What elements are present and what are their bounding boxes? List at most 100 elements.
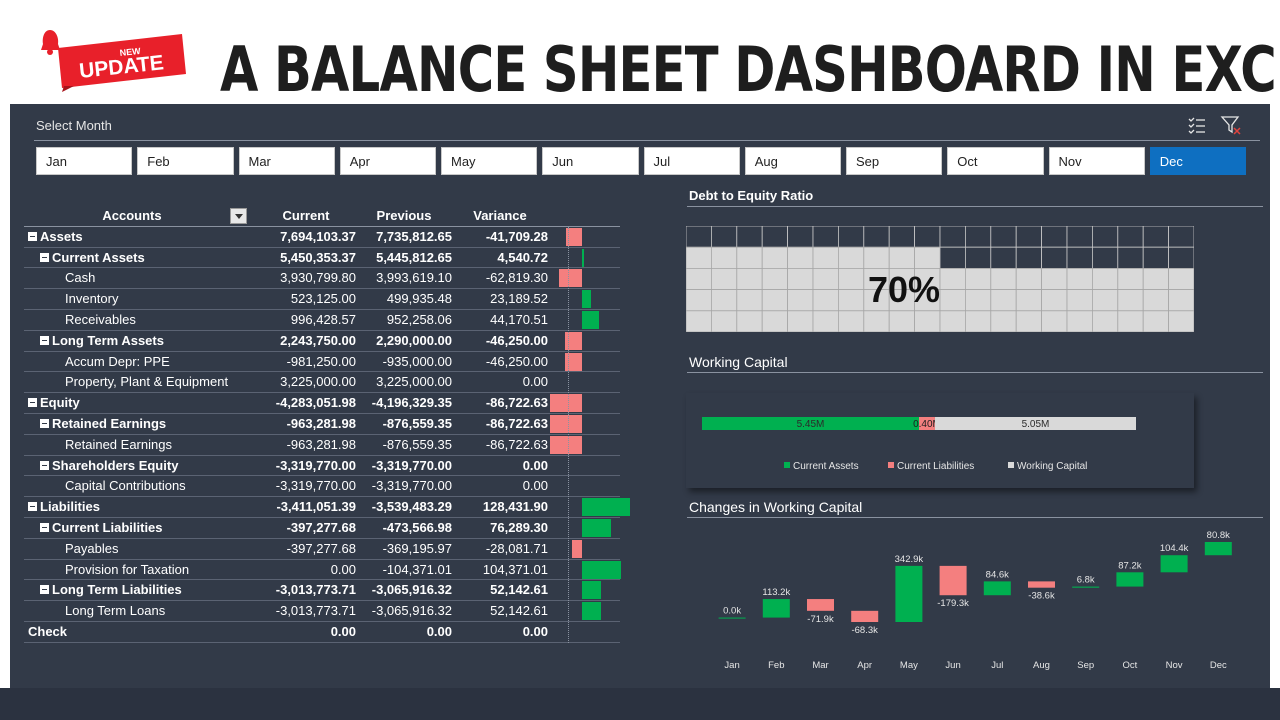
table-row[interactable]: Retained Earnings -963,281.98 -876,559.35 -…: [24, 435, 620, 456]
waffle-cell-filled: [686, 268, 712, 291]
waffle-cell-empty: [686, 226, 712, 248]
variance-value-cell: 104,371.01: [482, 561, 548, 577]
slicer-divider: [34, 140, 1260, 141]
debt-equity-ratio-value: 70%: [868, 269, 940, 310]
variance-value-cell: 76,289.30: [490, 519, 548, 535]
debt-equity-title: Debt to Equity Ratio: [689, 188, 814, 203]
waffle-cell-filled: [1142, 289, 1170, 312]
previous-value-cell: -3,065,916.32: [371, 603, 452, 619]
waffle-cell-empty: [1041, 226, 1068, 248]
working-capital-bar-current-assets: [702, 417, 919, 430]
waterfall-increase-bar: [1116, 572, 1144, 587]
table-row[interactable]: Long Term Liabilities -3,013,773.71 -3,065…: [24, 580, 620, 602]
account-label: Long Term Loans: [65, 603, 166, 619]
waffle-cell-filled: [787, 289, 814, 312]
month-button-sep[interactable]: Sep: [846, 147, 943, 175]
month-button-jun[interactable]: Jun: [542, 147, 639, 175]
waffle-cell-empty: [888, 226, 915, 248]
month-button-dec[interactable]: Dec: [1149, 147, 1246, 175]
collapse-toggle-icon[interactable]: [28, 231, 37, 241]
table-row[interactable]: Check 0.00 0.00 0.00: [24, 622, 620, 643]
changes-working-capital-chart: 0.0k Jan 113.2k Feb -71.9k Mar -68.3k Apr 342.9k…: [718, 530, 1232, 671]
collapse-toggle-icon[interactable]: [40, 460, 49, 470]
current-value-cell: 996,428.57: [290, 311, 356, 327]
month-button-nov[interactable]: Nov: [1048, 147, 1145, 175]
table-row[interactable]: Cash 3,930,799.80 3,993,619.10 -62,819.30: [24, 268, 620, 290]
account-label: Retained Earnings: [52, 415, 167, 431]
table-row[interactable]: Retained Earnings -963,281.98 -876,559.35 -…: [24, 414, 620, 435]
month-button-may[interactable]: May: [441, 147, 538, 175]
accounts-filter-dropdown-icon[interactable]: [230, 208, 247, 224]
account-label: Property, Plant & Equipment: [65, 374, 229, 390]
variance-value-cell: 52,142.61: [490, 582, 548, 598]
waterfall-data-label: 0.0k: [723, 606, 741, 617]
account-label: Cash: [65, 270, 96, 286]
account-label: Long Term Assets: [52, 332, 164, 348]
waffle-cell-empty: [1142, 226, 1170, 248]
previous-value-cell: -3,065,916.32: [371, 582, 452, 598]
table-row[interactable]: Current Assets 5,450,353.37 5,445,812.65 4,…: [24, 248, 620, 269]
collapse-toggle-icon[interactable]: [40, 252, 49, 262]
month-button-jan[interactable]: Jan: [36, 147, 133, 175]
waterfall-month-tick: Jul: [991, 660, 1003, 671]
collapse-toggle-icon[interactable]: [28, 502, 37, 512]
legend-swatch: [888, 462, 894, 468]
working-capital-bar-working-capital: [934, 417, 1136, 430]
table-row[interactable]: Equity -4,283,051.98 -4,196,329.35 -86,722.…: [24, 393, 620, 414]
badge-small-text: NEW: [119, 46, 141, 58]
month-button-jul[interactable]: Jul: [643, 147, 740, 175]
table-row[interactable]: Receivables 996,428.57 952,258.06 44,170.51: [24, 310, 620, 331]
table-row[interactable]: Accum Depr: PPE -981,250.00 -935,000.00 -46…: [24, 352, 620, 373]
table-row[interactable]: Inventory 523,125.00 499,935.48 23,189.52: [24, 289, 620, 310]
waffle-cell-empty: [1168, 246, 1194, 269]
table-row[interactable]: Property, Plant & Equipment 3,225,000.00 3…: [24, 372, 620, 394]
month-button-aug[interactable]: Aug: [744, 147, 841, 175]
collapse-toggle-icon[interactable]: [28, 398, 37, 408]
waffle-cell-filled: [1168, 268, 1194, 291]
month-button-feb[interactable]: Feb: [137, 147, 234, 175]
table-row[interactable]: Current Liabilities -397,277.68 -473,566.9…: [24, 518, 620, 539]
waffle-cell-filled: [990, 310, 1017, 332]
waffle-cell-filled: [837, 289, 865, 312]
account-label: Inventory: [65, 291, 119, 307]
variance-value-cell: -46,250.00: [485, 332, 548, 348]
table-row[interactable]: Provision for Taxation 0.00 -104,371.01 104…: [24, 560, 621, 581]
bell-icon: [41, 30, 60, 55]
collapse-toggle-icon[interactable]: [40, 335, 49, 345]
table-row[interactable]: Payables -397,277.68 -369,195.97 -28,081.71: [24, 539, 620, 560]
waffle-cell-filled: [812, 289, 839, 312]
collapse-toggle-icon[interactable]: [40, 585, 49, 595]
table-row[interactable]: Liabilities -3,411,051.39 -3,539,483.29 128…: [24, 497, 630, 518]
table-row[interactable]: Long Term Loans -3,013,773.71 -3,065,916.3…: [24, 601, 620, 622]
multi-select-icon[interactable]: [1186, 114, 1208, 136]
working-capital-title: Working Capital: [689, 354, 788, 370]
waterfall-increase-bar: [983, 581, 1011, 596]
waffle-cell-empty: [939, 246, 966, 269]
current-value-cell: 5,450,353.37: [280, 249, 356, 265]
table-row[interactable]: Assets 7,694,103.37 7,735,812.65 -41,709.28: [24, 227, 620, 248]
table-row[interactable]: Capital Contributions -3,319,770.00 -3,319…: [24, 476, 620, 498]
waffle-cell-filled: [1066, 310, 1093, 332]
variance-bar-cell: [552, 289, 620, 309]
variance-value-cell: -86,722.63: [485, 395, 548, 411]
month-button-apr[interactable]: Apr: [339, 147, 436, 175]
month-button-mar[interactable]: Mar: [238, 147, 335, 175]
waterfall-increase-bar: [718, 617, 746, 619]
collapse-toggle-icon[interactable]: [40, 418, 49, 428]
clear-filter-icon[interactable]: [1220, 114, 1242, 136]
waterfall-data-label: 84.6k: [986, 569, 1009, 580]
waffle-cell-filled: [1117, 310, 1144, 332]
table-row[interactable]: Shareholders Equity -3,319,770.00 -3,319,7…: [24, 456, 620, 477]
page-title: A BALANCE SHEET DASHBOARD IN EXCEL: [220, 33, 1280, 106]
table-row[interactable]: Long Term Assets 2,243,750.00 2,290,000.00…: [24, 331, 620, 352]
waterfall-month-tick: Jun: [945, 660, 960, 671]
current-value-cell: 0.00: [330, 623, 356, 639]
account-cell: Long Term Loans: [26, 601, 258, 621]
account-cell: Shareholders Equity: [26, 456, 258, 476]
previous-value-cell: 5,445,812.65: [376, 249, 452, 265]
month-button-oct[interactable]: Oct: [947, 147, 1044, 175]
waterfall-data-label: 80.8k: [1207, 530, 1230, 541]
collapse-toggle-icon[interactable]: [40, 522, 49, 532]
variance-value-cell: -86,722.63: [485, 436, 548, 452]
waterfall-data-label: 87.2k: [1118, 560, 1141, 571]
